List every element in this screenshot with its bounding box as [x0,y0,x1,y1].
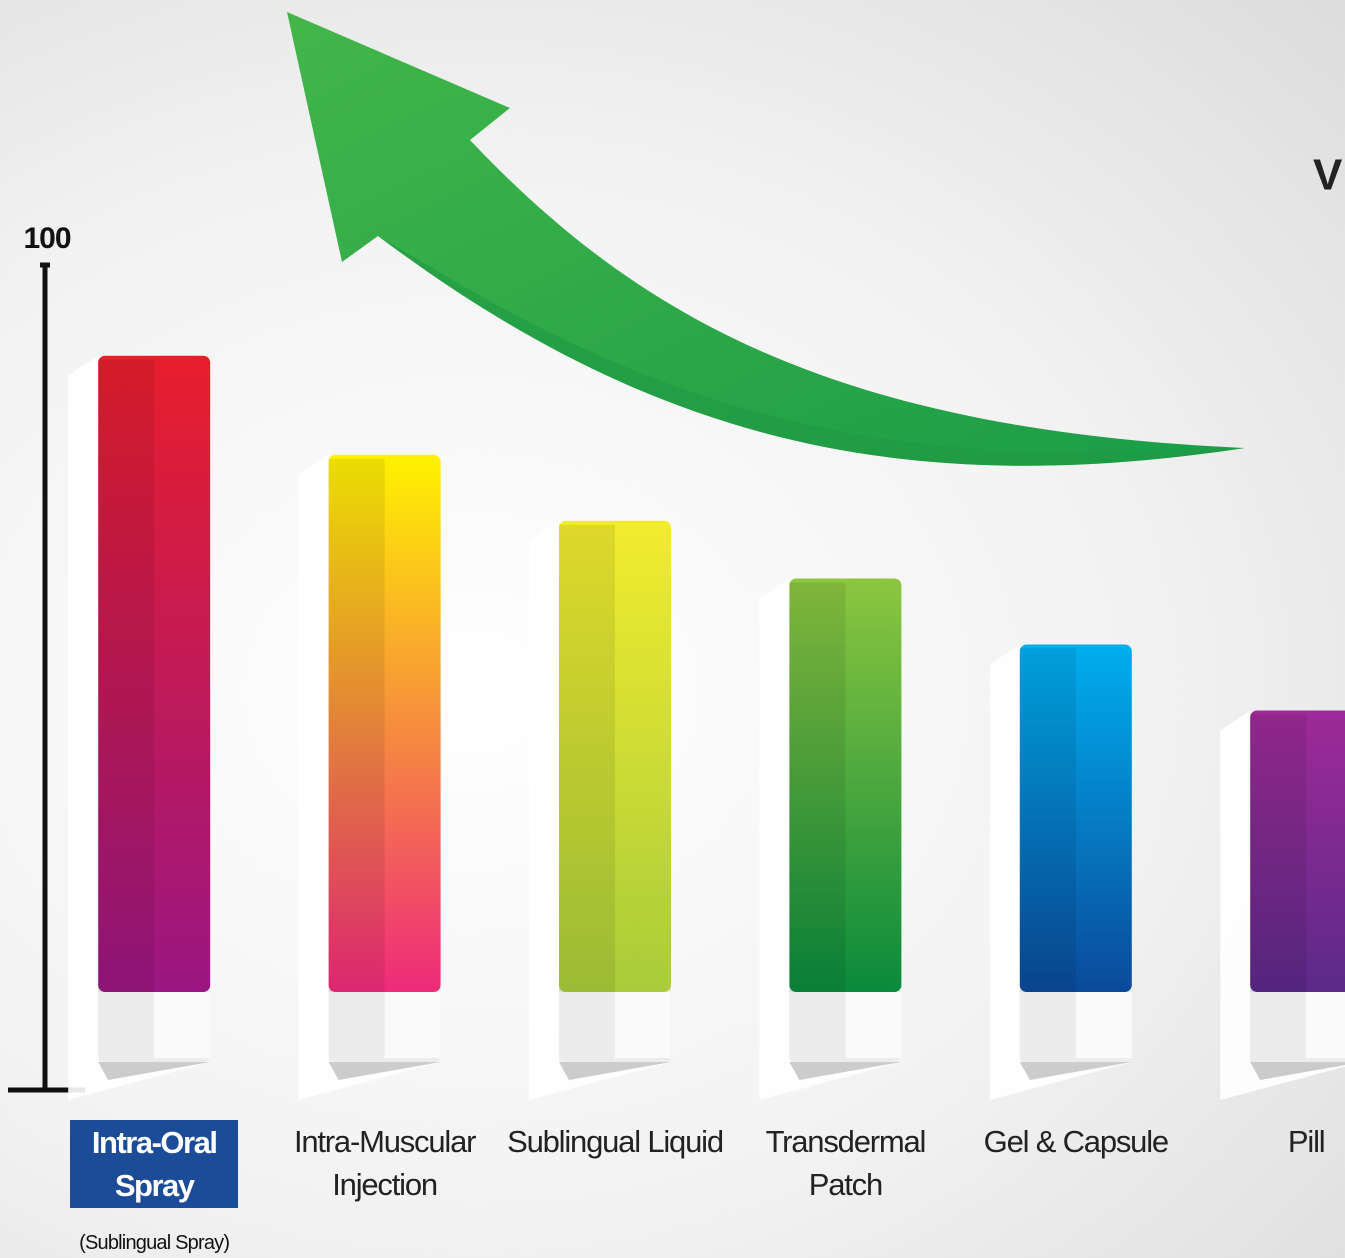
bar-shadow [1250,1062,1345,1080]
bar-cap-light [615,992,671,1058]
x-tick-label: Intra-Muscular Injection [293,1124,477,1202]
bar-shadow [298,454,441,1100]
bar-shadow [759,578,902,1100]
bar-shadow [98,1062,211,1080]
bar-shade [1250,714,1307,992]
bar-shadow [989,644,1132,1100]
bar-cap-light [384,992,441,1058]
bar-shade [1019,648,1076,992]
bar-shadow [529,520,671,1100]
x-tick-label: Sublingual Liquid [507,1124,724,1159]
x-tick-label: Pill [1287,1124,1326,1159]
bar [1250,710,1345,992]
x-tick-label: Gel & Capsule [983,1124,1169,1159]
bar-cap-light [154,992,211,1058]
bar-shade [559,524,615,992]
x-tick-label: Transdermal Patch [765,1124,927,1202]
x-tick-label: Intra-Oral Spray [70,1120,239,1208]
bar-shadow [789,1062,902,1080]
bar [789,578,902,992]
bar [559,520,671,992]
bar-shade [98,359,155,992]
bar-shade [328,458,385,992]
annotation: V [1313,151,1343,200]
arrow [287,12,1245,466]
bar-shadow [68,355,211,1100]
bars [68,355,1345,1100]
bar-cap-light [845,992,902,1058]
bar [328,454,441,992]
bar-shadow [1019,1062,1132,1080]
bar-cap-light [1306,992,1345,1058]
bar-shadow [328,1062,441,1080]
bar-shade [789,582,846,992]
bar-cap-light [1075,992,1132,1058]
bar-shadow [1220,710,1345,1100]
bar-shadow [559,1062,671,1080]
category-note: (Sublingual Spray) [79,1232,230,1254]
y-tick-label: 100 [23,222,70,255]
bar [1019,644,1132,992]
bar [98,355,211,992]
